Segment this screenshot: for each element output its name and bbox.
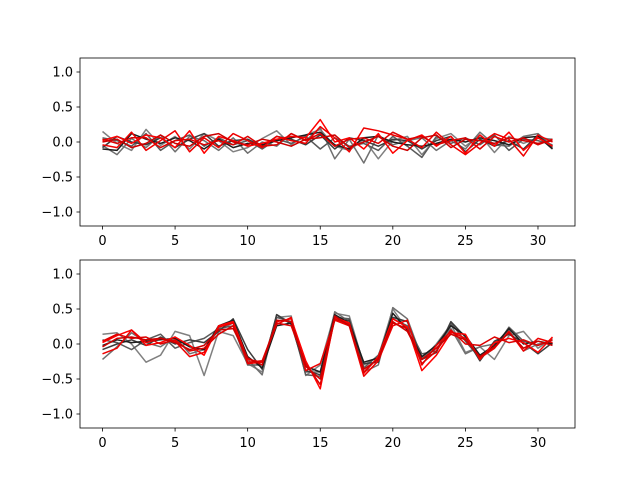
series-line-8: [102, 318, 553, 386]
subplot-1: 0 5 10 15 20 25 30 −1.0 −0.5 0.0 0.5 1.0: [41, 57, 576, 249]
y-tick-label: 0.5: [52, 101, 73, 116]
series-line-6: [102, 118, 553, 154]
series-line-8: [102, 131, 553, 150]
x-tick-label: 0: [98, 234, 106, 249]
x-tick-label: 30: [530, 234, 547, 249]
x-tick-label: 20: [385, 436, 402, 451]
y-tick-label: 1.0: [52, 268, 73, 283]
x-tick-label: 15: [312, 234, 329, 249]
x-tick-label: 25: [457, 234, 474, 249]
x-tick-label: 10: [239, 436, 256, 451]
y-tick-label: −0.5: [41, 373, 73, 388]
y-tick-label: 0.0: [52, 338, 73, 353]
y-tick-label: −1.0: [41, 408, 73, 423]
x-tick-label: 20: [385, 234, 402, 249]
x-tick-label: 10: [239, 234, 256, 249]
x-tick-label: 5: [171, 436, 179, 451]
y-tick-label: 1.0: [52, 66, 73, 81]
x-tick-label: 15: [312, 436, 329, 451]
y-tick-label: 0.5: [52, 303, 73, 318]
series-line-9: [102, 132, 553, 152]
y-tick-label: 0.0: [52, 136, 73, 151]
series-line-9: [102, 315, 553, 380]
x-tick-label: 0: [98, 436, 106, 451]
x-tick-label: 30: [530, 436, 547, 451]
series-line-7: [102, 125, 553, 157]
series-line-4: [102, 132, 553, 153]
x-tick-label: 25: [457, 436, 474, 451]
y-tick-label: −1.0: [41, 206, 73, 221]
y-tick-label: −0.5: [41, 171, 73, 186]
subplot-2: 0 5 10 15 20 25 30 −1.0 −0.5 0.0 0.5 1.0: [41, 259, 576, 451]
x-tick-label: 5: [171, 234, 179, 249]
